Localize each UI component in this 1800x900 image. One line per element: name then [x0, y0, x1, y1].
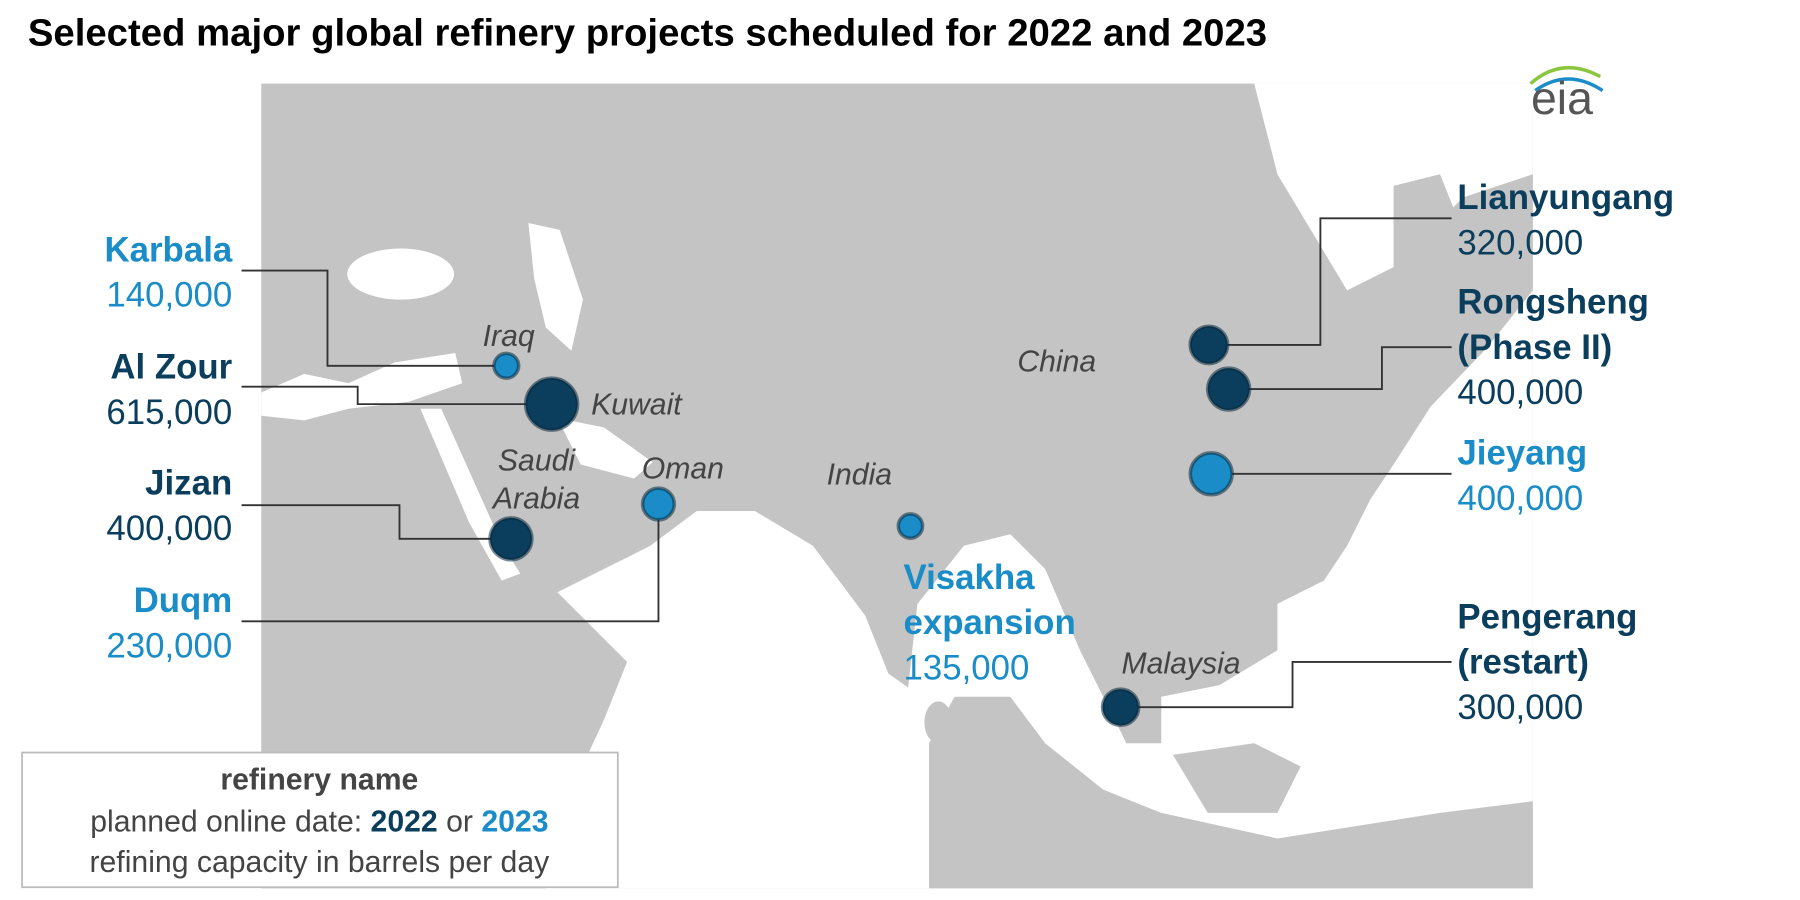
refinery-name: (restart) — [1457, 643, 1589, 682]
refinery-name: Pengerang — [1457, 597, 1637, 636]
sea — [261, 353, 463, 421]
refinery-name: (Phase II) — [1457, 328, 1612, 367]
island — [1172, 743, 1301, 813]
legend-box — [21, 751, 619, 889]
refinery-capacity: 400,000 — [106, 509, 232, 548]
refinery-capacity: 400,000 — [1457, 373, 1583, 412]
country-label: China — [1017, 346, 1096, 379]
leader-line — [241, 504, 660, 623]
leader-line — [241, 385, 552, 406]
refinery-capacity: 230,000 — [106, 626, 232, 665]
sea — [347, 248, 455, 300]
legend: refinery name planned online date: 2022 … — [21, 751, 619, 889]
legend-year: 2023 — [481, 805, 548, 838]
refinery-bubble — [640, 486, 677, 522]
refinery-capacity: 135,000 — [903, 648, 1029, 687]
legend-year: 2022 — [371, 805, 438, 838]
refinery-name: Jieyang — [1457, 434, 1587, 473]
refinery-bubble — [488, 516, 534, 562]
refinery-bubble — [1205, 366, 1252, 412]
refinery-bubble — [1188, 324, 1230, 366]
refinery-capacity: 320,000 — [1457, 223, 1583, 262]
country-label: Saudi — [498, 444, 577, 477]
refinery-bubble — [1100, 687, 1141, 728]
country-label: Iraq — [483, 320, 535, 353]
refinery-name: Rongsheng — [1457, 283, 1649, 322]
refinery-bubble — [523, 376, 580, 432]
country-label: India — [827, 458, 892, 491]
refinery-name: Visakha — [903, 558, 1035, 597]
logo: eia — [1529, 65, 1604, 124]
sea — [545, 290, 1533, 889]
legend-date-line: planned online date: 2022 or 2023 — [90, 805, 548, 838]
legend-date-prefix: planned online date: — [90, 805, 362, 838]
legend-capacity-line: refining capacity in barrels per day — [89, 846, 550, 879]
leader-line — [241, 269, 507, 367]
refinery-name: Karbala — [104, 230, 232, 269]
logo-text: eia — [1531, 72, 1593, 124]
refinery-name: Al Zour — [110, 348, 232, 387]
refinery-name: Lianyungang — [1457, 178, 1674, 217]
refinery-capacity: 400,000 — [1457, 479, 1583, 518]
chart-title: Selected major global refinery projects … — [28, 11, 1267, 54]
refinery-capacity: 300,000 — [1457, 688, 1583, 727]
legend-joiner: or — [446, 805, 473, 838]
refinery-name: Duqm — [134, 581, 233, 620]
country-label: Oman — [642, 452, 724, 485]
logo-arc — [1529, 65, 1602, 85]
country-label: Malaysia — [1121, 648, 1240, 681]
refinery-capacity: 615,000 — [106, 393, 232, 432]
refinery-name: Jizan — [145, 464, 232, 503]
refinery-bubble — [1188, 451, 1234, 497]
leader-line — [241, 504, 511, 540]
leader-line — [1208, 217, 1452, 346]
refinery-bubble — [492, 351, 521, 380]
sea — [528, 222, 583, 351]
refinery-capacity: 140,000 — [106, 276, 232, 315]
island — [924, 701, 953, 744]
legend-name-line: refinery name — [220, 764, 418, 797]
country-label: Kuwait — [591, 389, 683, 422]
sea — [557, 418, 653, 479]
refinery-layer: Iraq Kuwait Saudi Arabia Oman India China Malay… — [104, 178, 1674, 728]
leader-line — [1120, 661, 1452, 709]
refinery-bubble — [896, 512, 925, 540]
country-label: Arabia — [491, 483, 580, 516]
leader-line — [1228, 346, 1452, 390]
refinery-name: expansion — [903, 603, 1075, 642]
logo-arc — [1534, 77, 1604, 93]
